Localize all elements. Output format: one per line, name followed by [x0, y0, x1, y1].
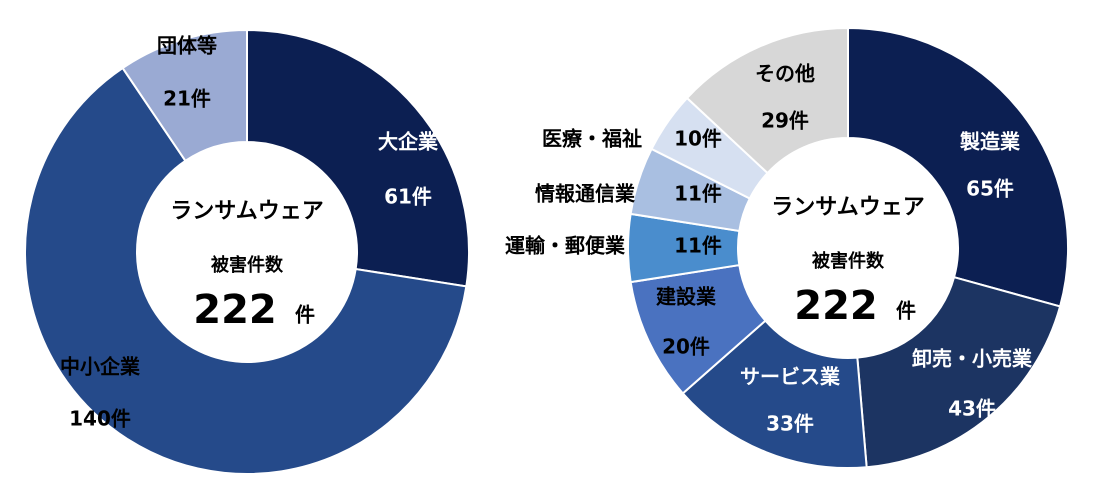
category-label: 運輸・郵便業 [505, 234, 626, 258]
center-title: ランサムウェア [170, 199, 324, 224]
value-label: 11件 [674, 182, 722, 206]
category-label: 建設業 [656, 285, 717, 309]
value-label: 65件 [966, 177, 1014, 201]
value-label: 140件 [69, 407, 131, 431]
slice [681, 319, 868, 469]
slice [121, 28, 248, 163]
value-label: 11件 [674, 234, 722, 258]
center-title: ランサムウェア [771, 195, 925, 220]
center-title: 被害件数 [812, 250, 885, 272]
category-label: サービス業 [740, 365, 841, 389]
slice [847, 26, 1069, 308]
center-value: 222 [794, 283, 878, 329]
slice [246, 28, 470, 288]
slice [24, 66, 468, 475]
value-label: 43件 [948, 397, 996, 421]
category-label: 中小企業 [60, 355, 141, 379]
category-label: 団体等 [157, 34, 217, 58]
category-label: 医療・福祉 [542, 127, 642, 151]
category-label: 情報通信業 [535, 182, 636, 206]
slice [685, 26, 849, 175]
category-label: 卸売・小売業 [912, 347, 1033, 371]
value-label: 21件 [163, 87, 211, 111]
value-label: 10件 [674, 127, 722, 151]
center-title: 被害件数 [211, 254, 284, 276]
value-label: 20件 [662, 335, 710, 359]
center-unit: 件 [295, 303, 315, 327]
center-unit: 件 [896, 299, 916, 323]
category-label: 大企業 [378, 130, 439, 154]
value-label: 33件 [766, 412, 814, 436]
category-label: その他 [755, 62, 815, 86]
value-label: 29件 [761, 109, 809, 133]
value-label: 61件 [384, 185, 432, 209]
slice [856, 275, 1062, 469]
center-value: 222 [193, 287, 277, 333]
category-label: 製造業 [960, 130, 1021, 154]
